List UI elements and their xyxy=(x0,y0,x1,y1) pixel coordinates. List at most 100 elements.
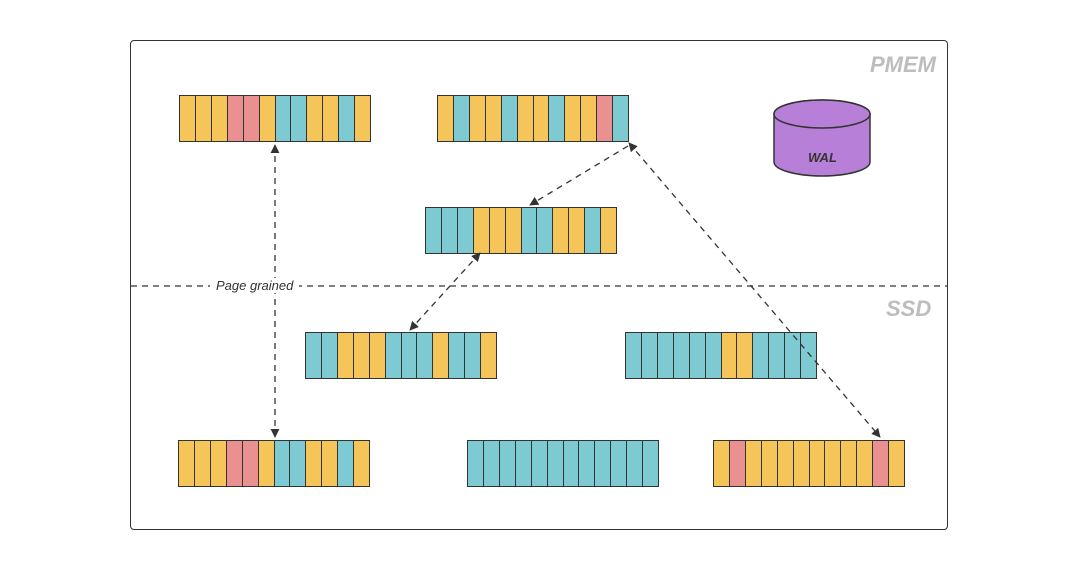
data-cell xyxy=(432,333,448,378)
data-cell xyxy=(473,208,489,253)
data-cell xyxy=(499,441,515,486)
data-cell xyxy=(321,441,337,486)
wal-cylinder-icon xyxy=(772,98,872,188)
data-cell xyxy=(840,441,856,486)
data-cell xyxy=(612,96,628,141)
data-cell xyxy=(306,96,322,141)
data-cell xyxy=(800,333,816,378)
data-cell xyxy=(564,96,580,141)
data-cell xyxy=(289,441,305,486)
data-cell xyxy=(483,441,499,486)
data-cell xyxy=(657,333,673,378)
data-cell xyxy=(275,96,291,141)
data-cell xyxy=(480,333,496,378)
data-cell xyxy=(568,208,584,253)
data-cell xyxy=(563,441,579,486)
data-cell xyxy=(337,333,353,378)
region-label-ssd: SSD xyxy=(886,296,931,322)
data-cell xyxy=(600,208,616,253)
data-cell xyxy=(872,441,888,486)
data-cell xyxy=(533,96,549,141)
region-label-pmem: PMEM xyxy=(870,52,936,78)
data-cell xyxy=(505,208,521,253)
data-cell xyxy=(809,441,825,486)
data-cell xyxy=(401,333,417,378)
data-block xyxy=(437,95,629,142)
data-cell xyxy=(354,96,370,141)
data-cell xyxy=(385,333,401,378)
data-cell xyxy=(259,96,275,141)
data-cell xyxy=(426,208,441,253)
data-block xyxy=(425,207,617,254)
data-block xyxy=(625,332,817,379)
data-cell xyxy=(689,333,705,378)
data-cell xyxy=(441,208,457,253)
data-cell xyxy=(793,441,809,486)
data-cell xyxy=(305,441,321,486)
data-block xyxy=(179,95,371,142)
data-cell xyxy=(353,333,369,378)
data-cell xyxy=(824,441,840,486)
data-cell xyxy=(752,333,768,378)
data-cell xyxy=(438,96,453,141)
data-cell xyxy=(548,96,564,141)
data-cell xyxy=(517,96,533,141)
data-cell xyxy=(521,208,537,253)
data-cell xyxy=(338,96,354,141)
data-cell xyxy=(729,441,745,486)
data-cell xyxy=(468,441,483,486)
data-block xyxy=(467,440,659,487)
data-cell xyxy=(594,441,610,486)
wal-label: WAL xyxy=(808,150,837,165)
data-cell xyxy=(469,96,485,141)
data-cell xyxy=(179,441,194,486)
data-cell xyxy=(306,333,321,378)
data-cell xyxy=(489,208,505,253)
data-cell xyxy=(180,96,195,141)
data-cell xyxy=(714,441,729,486)
data-cell xyxy=(736,333,752,378)
data-cell xyxy=(369,333,385,378)
data-cell xyxy=(580,96,596,141)
data-cell xyxy=(258,441,274,486)
data-cell xyxy=(768,333,784,378)
data-cell xyxy=(226,441,242,486)
data-cell xyxy=(745,441,761,486)
data-cell xyxy=(761,441,777,486)
data-cell xyxy=(416,333,432,378)
data-cell xyxy=(888,441,904,486)
data-cell xyxy=(777,441,793,486)
data-cell xyxy=(448,333,464,378)
data-cell xyxy=(626,441,642,486)
data-cell xyxy=(578,441,594,486)
data-cell xyxy=(642,441,658,486)
data-cell xyxy=(547,441,563,486)
data-cell xyxy=(515,441,531,486)
data-cell xyxy=(485,96,501,141)
data-cell xyxy=(321,333,337,378)
data-cell xyxy=(784,333,800,378)
data-cell xyxy=(457,208,473,253)
data-cell xyxy=(195,96,211,141)
data-block xyxy=(178,440,370,487)
data-cell xyxy=(290,96,306,141)
data-cell xyxy=(705,333,721,378)
data-cell xyxy=(501,96,517,141)
data-cell xyxy=(242,441,258,486)
data-cell xyxy=(626,333,641,378)
data-cell xyxy=(552,208,568,253)
data-cell xyxy=(227,96,243,141)
data-cell xyxy=(721,333,737,378)
data-cell xyxy=(274,441,290,486)
data-cell xyxy=(322,96,338,141)
diagram-canvas: PMEM SSD WAL Page grained xyxy=(0,0,1080,569)
data-cell xyxy=(596,96,612,141)
data-cell xyxy=(536,208,552,253)
data-cell xyxy=(610,441,626,486)
data-cell xyxy=(243,96,259,141)
data-cell xyxy=(211,96,227,141)
data-cell xyxy=(337,441,353,486)
data-cell xyxy=(856,441,872,486)
data-cell xyxy=(210,441,226,486)
data-cell xyxy=(531,441,547,486)
